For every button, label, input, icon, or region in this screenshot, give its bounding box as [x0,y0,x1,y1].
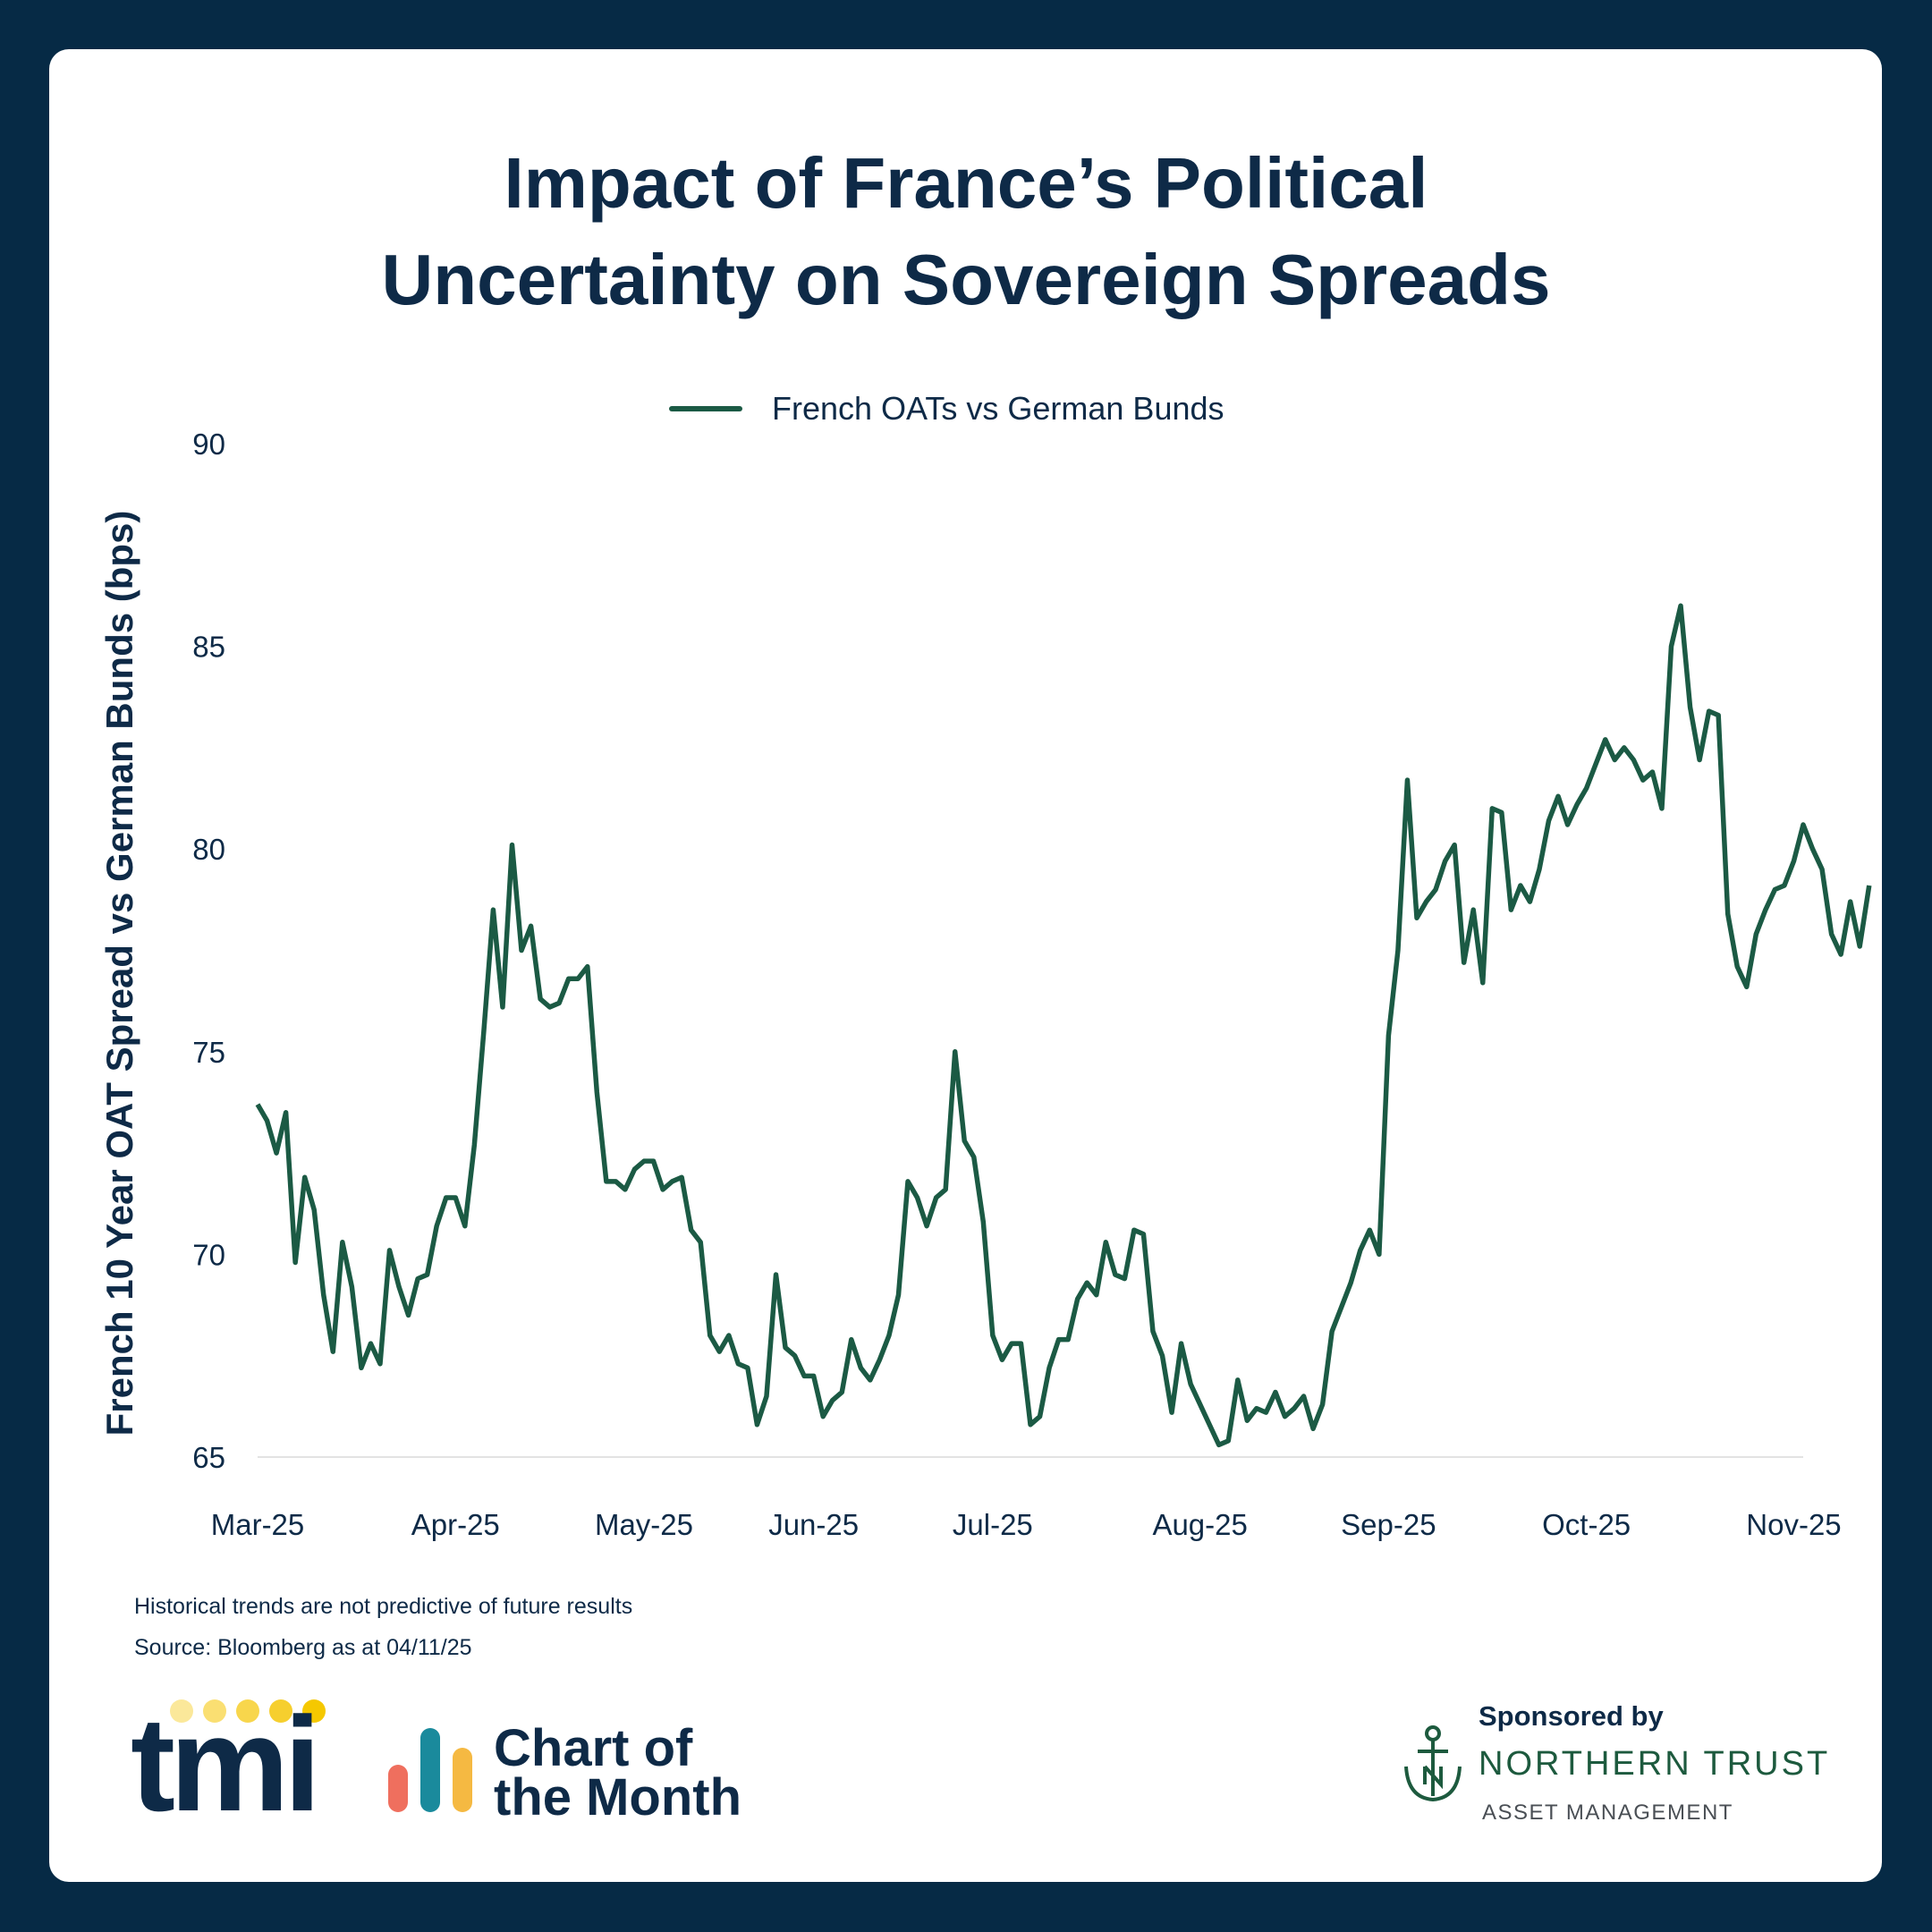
x-tick-label: Oct-25 [1542,1508,1631,1541]
data-line [255,603,1872,1448]
y-tick-label: 85 [192,631,225,664]
legend-label: French OATs vs German Bunds [772,390,1224,427]
logo-dot [236,1699,259,1723]
y-tick-label: 90 [192,428,225,461]
logo-dot [203,1699,226,1723]
x-tick-label: Mar-25 [211,1508,305,1541]
y-tick-label: 70 [192,1238,225,1271]
logo-bar [388,1765,408,1812]
x-tick-label: Jun-25 [768,1508,859,1541]
logo-bar [420,1728,440,1812]
logo-dot [269,1699,292,1723]
footnote: Historical trends are not predictive of … [134,1594,632,1619]
anchor-icon [1404,1725,1462,1802]
logo-text: the Month [494,1768,741,1826]
logo-dot [170,1699,193,1723]
y-tick-label: 65 [192,1441,225,1474]
sponsor-sub: ASSET MANAGEMENT [1482,1801,1733,1825]
logo-text: Chart of [494,1719,693,1777]
chart-title: Impact of France’s Political [504,143,1428,223]
logo-text: tmi [131,1689,316,1839]
tmi-logo: tmi [131,1689,326,1839]
card [49,49,1882,1882]
logo-bar [453,1748,472,1812]
sponsor-name: NORTHERN TRUST [1479,1745,1830,1783]
plot: 65 70 75 80 85 90 Mar-25 Apr-25 May-25 Jun-25 Jul-… [192,390,1872,1541]
sponsor-label: Sponsored by [1479,1700,1664,1732]
x-tick-label: Apr-25 [411,1508,500,1541]
logo-dot [302,1699,326,1723]
chart-of-the-month-logo: Chart of the Month [388,1719,741,1826]
y-axis-title: French 10 Year OAT Spread vs German Bund… [98,511,140,1436]
x-tick-label: Nov-25 [1746,1508,1841,1541]
x-tick-label: May-25 [595,1508,693,1541]
y-tick-label: 75 [192,1036,225,1069]
chart-title: Uncertainty on Sovereign Spreads [381,240,1550,319]
x-tick-label: Sep-25 [1341,1508,1436,1541]
sponsor: Sponsored by NORTHERN TRUST ASSET MANAGE… [1404,1700,1830,1825]
footnote: Source: Bloomberg as at 04/11/25 [134,1635,472,1660]
x-tick-label: Jul-25 [953,1508,1033,1541]
y-tick-label: 80 [192,833,225,866]
x-tick-label: Aug-25 [1152,1508,1247,1541]
